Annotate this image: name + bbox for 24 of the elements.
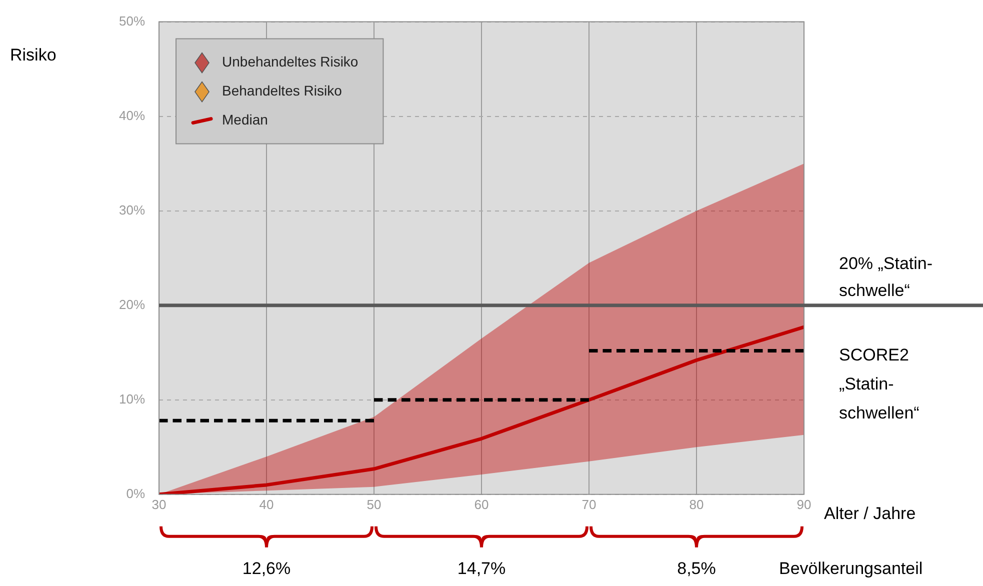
x-tick-label: 80: [689, 496, 704, 512]
text: 8,5%: [677, 559, 716, 578]
x-axis-title: Alter / Jahre: [824, 504, 916, 524]
y-tick-label: 40%: [118, 108, 146, 123]
text: 12,6%: [242, 559, 291, 578]
x-tick-label: 50: [366, 496, 382, 512]
y-tick-label: 30%: [118, 202, 146, 218]
annotation: SCORE2 „Statin-schwellen“: [839, 345, 920, 422]
x-tick-label: 60: [474, 496, 489, 512]
text: Bevölkerungsanteil: [779, 559, 923, 578]
x-tick-label: 30: [152, 496, 166, 512]
y-tick-label: 20%: [118, 296, 146, 312]
legend-label: Unbehandeltes Risiko: [222, 54, 358, 70]
y-tick-label: 50%: [118, 13, 146, 28]
x-tick-label: 90: [796, 496, 812, 512]
y-axis-title: Risiko: [10, 45, 56, 64]
text: 14,7%: [457, 559, 506, 578]
legend-label: Behandeltes Risiko: [222, 82, 342, 99]
y-tick-label: 10%: [118, 391, 146, 406]
x-tick-label: 40: [259, 496, 274, 512]
ref-line-label: 20% „Statin-schwelle“: [839, 254, 933, 300]
y-tick-label: 0%: [126, 486, 146, 501]
x-tick-label: 70: [582, 496, 596, 512]
legend-label: Median: [222, 112, 268, 128]
